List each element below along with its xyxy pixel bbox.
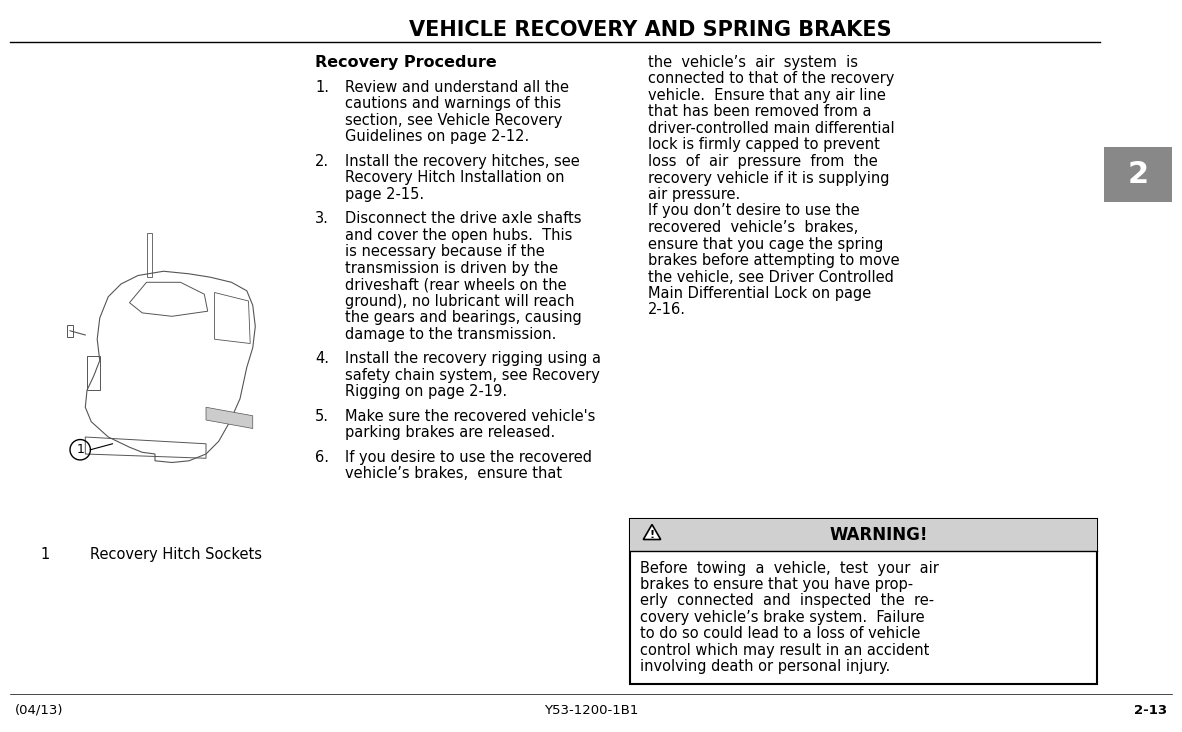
Text: parking brakes are released.: parking brakes are released. xyxy=(345,425,556,440)
Bar xyxy=(630,518,1097,550)
Text: covery vehicle’s brake system.  Failure: covery vehicle’s brake system. Failure xyxy=(639,610,924,625)
Text: air pressure.: air pressure. xyxy=(648,187,740,202)
Text: damage to the transmission.: damage to the transmission. xyxy=(345,326,557,342)
Text: Install the recovery rigging using a: Install the recovery rigging using a xyxy=(345,351,600,366)
Text: !: ! xyxy=(649,531,655,540)
Text: page 2-15.: page 2-15. xyxy=(345,187,424,202)
Text: Before  towing  a  vehicle,  test  your  air: Before towing a vehicle, test your air xyxy=(639,561,939,575)
Text: driver-controlled main differential: driver-controlled main differential xyxy=(648,121,895,136)
Text: involving death or personal injury.: involving death or personal injury. xyxy=(639,660,890,674)
Text: 5.: 5. xyxy=(314,408,329,424)
Text: Y53-1200-1B1: Y53-1200-1B1 xyxy=(544,703,638,717)
Text: the vehicle, see Driver Controlled: the vehicle, see Driver Controlled xyxy=(648,269,894,285)
Text: vehicle.  Ensure that any air line: vehicle. Ensure that any air line xyxy=(648,88,885,103)
Text: Disconnect the drive axle shafts: Disconnect the drive axle shafts xyxy=(345,212,582,226)
Text: Install the recovery hitches, see: Install the recovery hitches, see xyxy=(345,154,579,169)
Text: the  vehicle’s  air  system  is: the vehicle’s air system is xyxy=(648,55,858,70)
Text: the gears and bearings, causing: the gears and bearings, causing xyxy=(345,310,582,325)
Polygon shape xyxy=(206,407,253,428)
Text: driveshaft (rear wheels on the: driveshaft (rear wheels on the xyxy=(345,277,566,292)
Text: WARNING!: WARNING! xyxy=(830,526,928,543)
Text: brakes to ensure that you have prop-: brakes to ensure that you have prop- xyxy=(639,577,914,592)
Text: recovery vehicle if it is supplying: recovery vehicle if it is supplying xyxy=(648,171,890,185)
Text: safety chain system, see Recovery: safety chain system, see Recovery xyxy=(345,367,600,383)
Text: 2.: 2. xyxy=(314,154,329,169)
Text: transmission is driven by the: transmission is driven by the xyxy=(345,261,558,276)
Text: recovered  vehicle’s  brakes,: recovered vehicle’s brakes, xyxy=(648,220,858,235)
Text: that has been removed from a: that has been removed from a xyxy=(648,105,871,119)
Text: control which may result in an accident: control which may result in an accident xyxy=(639,643,929,658)
Text: to do so could lead to a loss of vehicle: to do so could lead to a loss of vehicle xyxy=(639,627,921,641)
Text: ground), no lubricant will reach: ground), no lubricant will reach xyxy=(345,294,574,309)
Text: vehicle’s brakes,  ensure that: vehicle’s brakes, ensure that xyxy=(345,466,563,481)
Polygon shape xyxy=(643,525,661,539)
Text: connected to that of the recovery: connected to that of the recovery xyxy=(648,72,895,86)
Text: 1: 1 xyxy=(77,444,84,456)
Text: 4.: 4. xyxy=(314,351,329,366)
Text: Rigging on page 2-19.: Rigging on page 2-19. xyxy=(345,384,507,399)
Text: VEHICLE RECOVERY AND SPRING BRAKES: VEHICLE RECOVERY AND SPRING BRAKES xyxy=(409,20,891,40)
Text: brakes before attempting to move: brakes before attempting to move xyxy=(648,253,900,268)
Text: If you don’t desire to use the: If you don’t desire to use the xyxy=(648,203,859,218)
Text: is necessary because if the: is necessary because if the xyxy=(345,244,545,259)
Text: Review and understand all the: Review and understand all the xyxy=(345,80,569,94)
Text: Guidelines on page 2-12.: Guidelines on page 2-12. xyxy=(345,130,530,144)
Text: 1: 1 xyxy=(40,547,50,562)
Bar xyxy=(1104,147,1173,202)
Text: and cover the open hubs.  This: and cover the open hubs. This xyxy=(345,228,572,243)
Text: Recovery Hitch Sockets: Recovery Hitch Sockets xyxy=(90,547,262,562)
Text: section, see Vehicle Recovery: section, see Vehicle Recovery xyxy=(345,113,563,128)
Text: 6.: 6. xyxy=(314,449,329,465)
Text: 2-13: 2-13 xyxy=(1134,703,1167,717)
Text: Main Differential Lock on page: Main Differential Lock on page xyxy=(648,286,871,301)
Text: (04/13): (04/13) xyxy=(15,703,64,717)
Text: cautions and warnings of this: cautions and warnings of this xyxy=(345,96,561,111)
Text: 3.: 3. xyxy=(314,212,329,226)
Bar xyxy=(630,518,1097,684)
Text: ensure that you cage the spring: ensure that you cage the spring xyxy=(648,236,883,252)
Text: 2-16.: 2-16. xyxy=(648,302,686,318)
Text: 2: 2 xyxy=(1128,160,1149,189)
Text: erly  connected  and  inspected  the  re-: erly connected and inspected the re- xyxy=(639,594,934,608)
Text: Recovery Hitch Installation on: Recovery Hitch Installation on xyxy=(345,171,565,185)
Text: lock is firmly capped to prevent: lock is firmly capped to prevent xyxy=(648,138,879,152)
Text: 1.: 1. xyxy=(314,80,329,94)
Text: Recovery Procedure: Recovery Procedure xyxy=(314,55,496,70)
Text: Make sure the recovered vehicle's: Make sure the recovered vehicle's xyxy=(345,408,596,424)
Text: loss  of  air  pressure  from  the: loss of air pressure from the xyxy=(648,154,878,169)
Text: If you desire to use the recovered: If you desire to use the recovered xyxy=(345,449,592,465)
